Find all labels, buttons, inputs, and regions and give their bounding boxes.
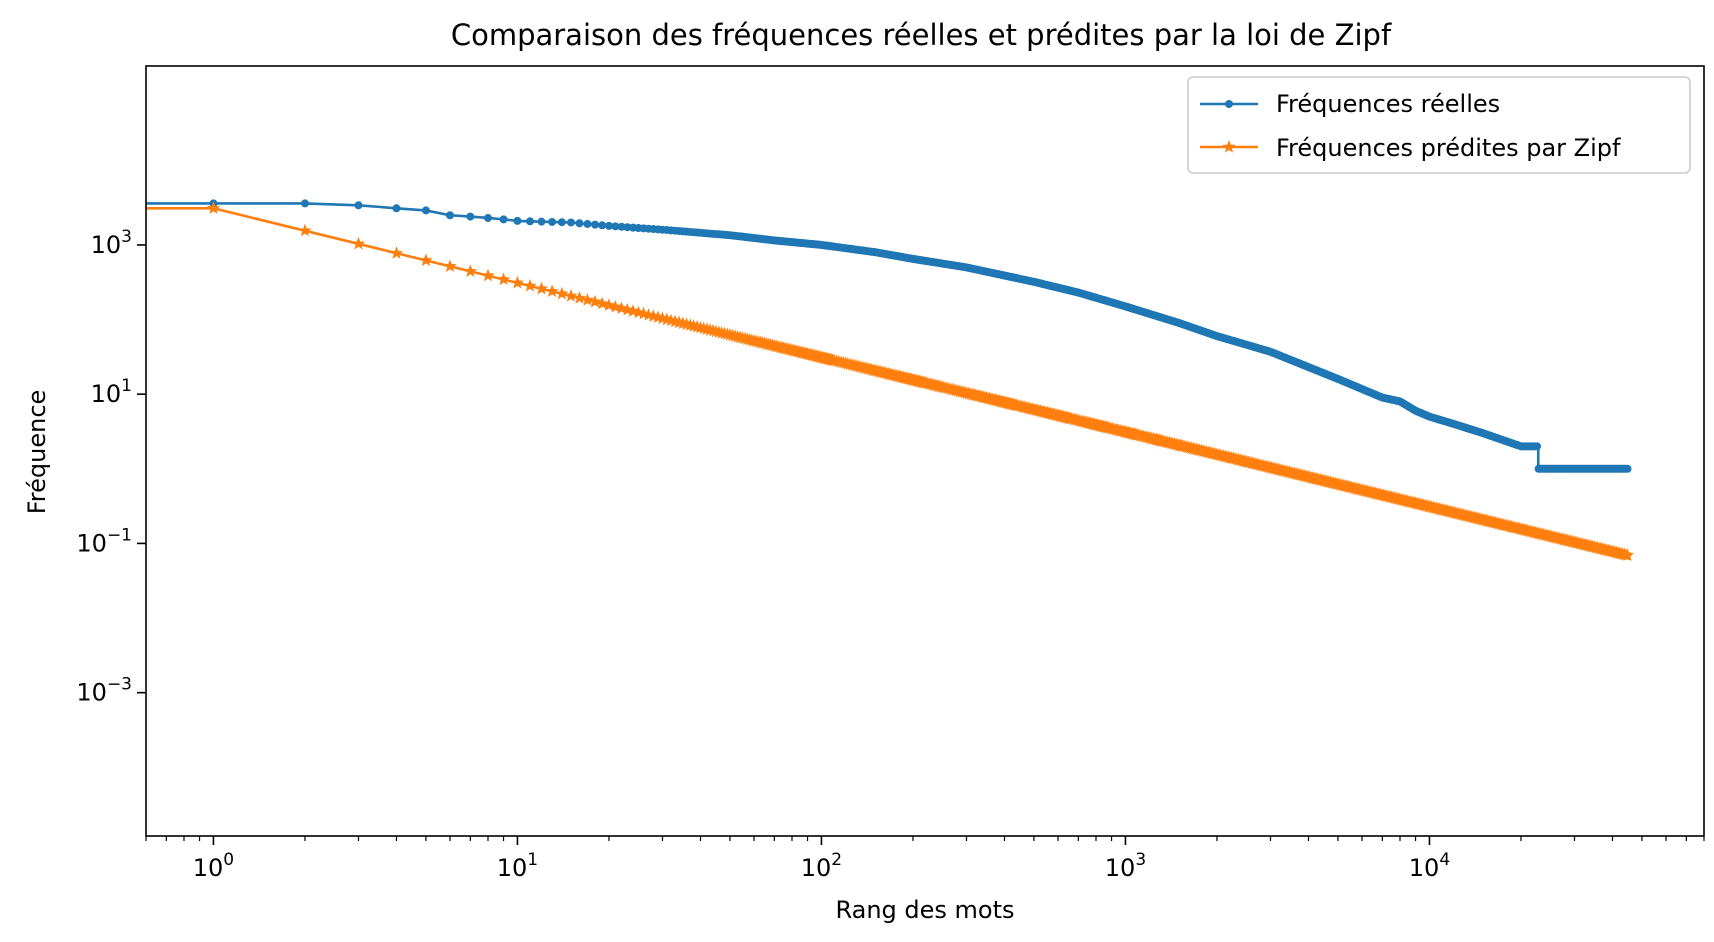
real-frequency-point xyxy=(611,222,620,231)
zipf-predicted-point xyxy=(206,201,221,214)
real-frequency-point xyxy=(575,219,584,228)
zipf-predicted-point xyxy=(463,264,478,277)
zipf-predicted-point xyxy=(298,223,312,237)
real-frequency-point xyxy=(598,221,607,230)
zipf-predicted-point xyxy=(419,253,433,267)
y-tick-label: 101 xyxy=(91,376,132,408)
zipf-predicted-point xyxy=(389,246,404,259)
x-tick-label: 100 xyxy=(193,850,234,882)
x-tick-label: 104 xyxy=(1409,850,1450,882)
zipf-predicted-point xyxy=(595,296,609,310)
real-frequency-point xyxy=(583,219,592,228)
real-frequency-point xyxy=(1623,464,1632,473)
legend-real-handle xyxy=(1200,100,1258,108)
real-frequency-point xyxy=(392,204,401,213)
y-tick-label: 10−3 xyxy=(76,675,132,707)
zipf-predicted-point xyxy=(510,275,525,289)
real-frequency-point xyxy=(548,217,557,226)
zipf-predicted-point xyxy=(580,293,595,306)
legend-box xyxy=(1187,76,1691,174)
minor-ticks xyxy=(145,836,1705,841)
y-tick-label: 10−1 xyxy=(76,525,132,557)
zipf-predicted-point xyxy=(564,289,578,302)
legend-real-label: Fréquences réelles xyxy=(1276,90,1500,118)
zipf-predicted-point xyxy=(555,286,569,300)
y-axis-ticks: 103 101 10−1 10−3 xyxy=(76,227,146,707)
y-axis-label: Fréquence xyxy=(23,390,51,515)
zipf-predicted-point xyxy=(443,259,457,272)
real-frequency-point xyxy=(591,220,600,229)
legend-zipf-marker xyxy=(1222,140,1236,153)
real-frequency-point xyxy=(483,213,492,222)
real-frequency-point xyxy=(466,212,475,221)
zipf-predicted-point xyxy=(351,236,366,250)
series-zipf-predicted xyxy=(146,201,1635,562)
axes-frame xyxy=(145,65,1705,837)
legend-zipf-label: Fréquences prédites par Zipf xyxy=(1276,134,1621,162)
real-frequency-point xyxy=(526,217,535,226)
zipf-predicted-point xyxy=(1620,548,1635,562)
zipf-predicted-point xyxy=(545,284,559,298)
y-tick-label: 103 xyxy=(91,227,132,259)
x-axis-label: Rang des mots xyxy=(835,896,1014,924)
x-axis-ticks: 100 101 102 103 104 xyxy=(193,836,1450,882)
plot-area xyxy=(146,199,1635,562)
legend-zipf-handle xyxy=(1200,140,1258,153)
real-frequency-point xyxy=(499,215,508,224)
series-real-frequencies xyxy=(146,199,1632,473)
x-tick-label: 102 xyxy=(801,850,842,882)
real-frequency-point xyxy=(537,217,546,226)
zipf-predicted-point xyxy=(588,294,602,308)
real-frequency-point xyxy=(1533,442,1542,451)
legend-real-marker xyxy=(1225,100,1233,108)
real-frequency-point xyxy=(617,222,626,231)
real-frequency-point xyxy=(446,211,454,220)
real-frequency-point xyxy=(354,201,363,210)
real-frequency-point xyxy=(300,199,309,208)
zipf-predicted-point xyxy=(534,281,549,295)
zipf-predicted-point xyxy=(572,291,587,304)
real-frequency-point xyxy=(421,206,430,215)
zipf-predicted-point xyxy=(523,278,537,292)
zipf-predicted-point xyxy=(481,268,495,282)
legend: Fréquences réelles Fréquences prédites p… xyxy=(1187,76,1691,174)
real-frequency-point xyxy=(557,218,566,227)
zipf-predicted-point xyxy=(602,298,616,312)
zipf-predicted-point xyxy=(496,272,511,286)
real-frequency-point xyxy=(566,218,575,227)
x-tick-label: 101 xyxy=(497,850,538,882)
real-frequency-point xyxy=(604,221,613,230)
x-tick-label: 103 xyxy=(1105,850,1146,882)
chart-title: Comparaison des fréquences réelles et pr… xyxy=(451,18,1392,52)
real-frequency-point xyxy=(513,216,522,225)
